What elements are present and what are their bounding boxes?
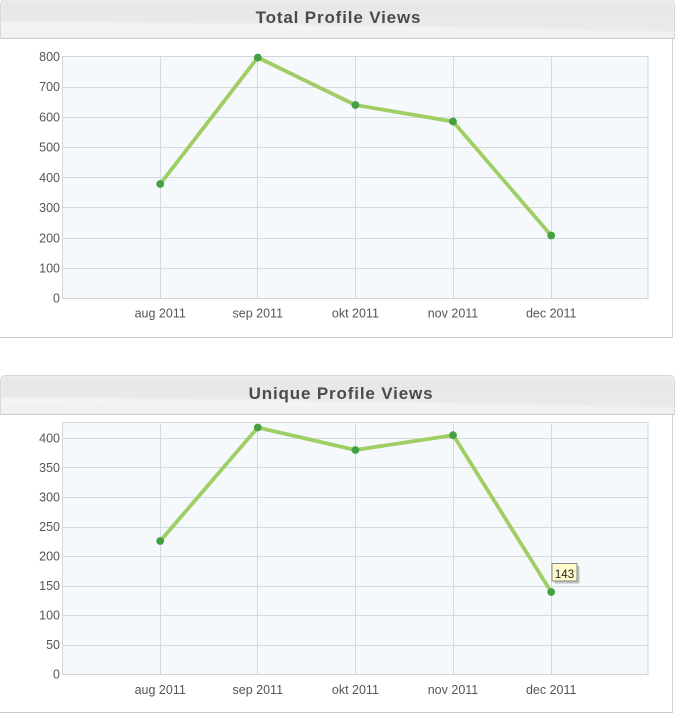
svg-text:sep 2011: sep 2011 — [233, 683, 284, 697]
svg-text:aug 2011: aug 2011 — [135, 683, 186, 697]
svg-text:200: 200 — [39, 550, 60, 564]
svg-text:800: 800 — [39, 50, 60, 64]
svg-text:aug 2011: aug 2011 — [135, 307, 186, 321]
svg-text:500: 500 — [39, 141, 60, 155]
svg-text:143: 143 — [555, 569, 574, 581]
svg-text:nov 2011: nov 2011 — [428, 307, 479, 321]
svg-text:400: 400 — [39, 171, 60, 185]
svg-text:300: 300 — [39, 201, 60, 215]
svg-text:0: 0 — [53, 292, 60, 306]
svg-text:200: 200 — [39, 231, 60, 245]
svg-text:sep 2011: sep 2011 — [233, 307, 284, 321]
svg-text:nov 2011: nov 2011 — [428, 683, 479, 697]
svg-text:okt 2011: okt 2011 — [332, 307, 379, 321]
svg-text:dec 2011: dec 2011 — [526, 307, 577, 321]
svg-text:700: 700 — [39, 80, 60, 94]
svg-text:600: 600 — [39, 110, 60, 124]
svg-text:100: 100 — [39, 262, 60, 276]
svg-text:150: 150 — [39, 579, 60, 593]
svg-text:350: 350 — [39, 461, 60, 475]
svg-text:50: 50 — [46, 638, 60, 652]
svg-text:dec 2011: dec 2011 — [526, 683, 577, 697]
svg-text:300: 300 — [39, 490, 60, 504]
svg-text:okt 2011: okt 2011 — [332, 683, 379, 697]
svg-text:250: 250 — [39, 520, 60, 534]
svg-text:0: 0 — [53, 668, 60, 682]
svg-text:100: 100 — [39, 609, 60, 623]
svg-text:400: 400 — [39, 431, 60, 445]
